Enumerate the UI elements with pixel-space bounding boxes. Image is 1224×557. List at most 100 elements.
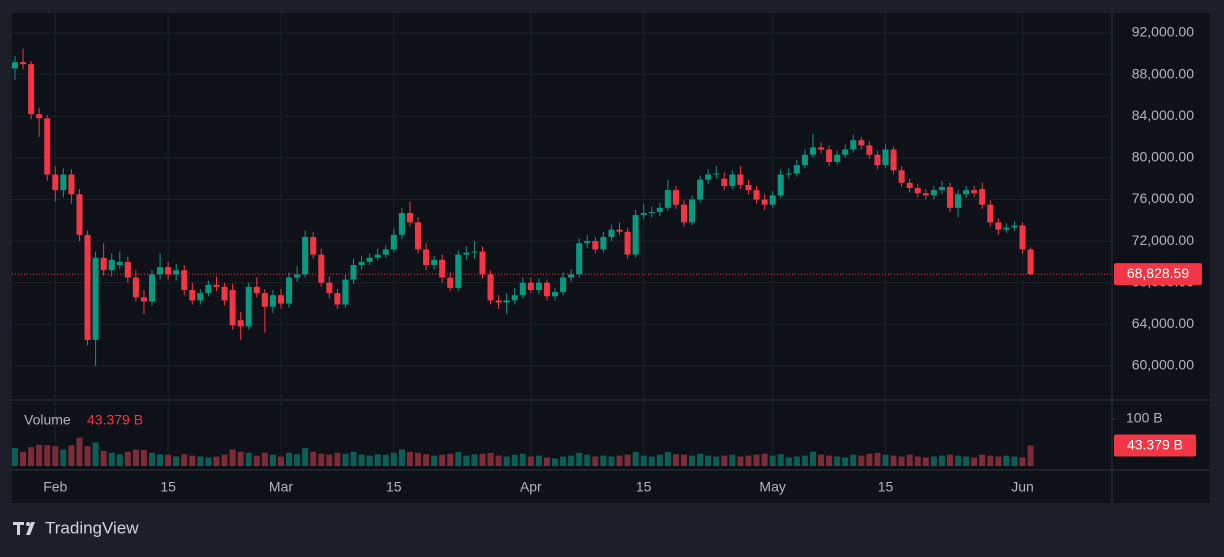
volume-bar: [745, 455, 752, 466]
volume-bar: [471, 454, 478, 466]
candle-body: [979, 189, 986, 205]
candle-body: [414, 222, 422, 250]
candle-body: [672, 190, 679, 205]
candle-body: [503, 300, 510, 303]
volume-bar: [511, 454, 518, 466]
volume-bar: [36, 444, 43, 466]
candle-body: [197, 293, 204, 301]
candle-body: [560, 277, 567, 293]
volume-bar: [592, 456, 599, 466]
marks: [11, 48, 1112, 466]
volume-bar: [938, 455, 945, 466]
candle-body: [729, 174, 736, 186]
volume-bar: [737, 456, 744, 466]
candle-body: [1011, 225, 1018, 228]
candle-body: [882, 149, 889, 166]
candle-body: [519, 282, 526, 296]
volume-bar: [898, 456, 905, 466]
candle-body: [237, 320, 244, 327]
candle-body: [834, 154, 841, 163]
volume-bar: [979, 454, 986, 466]
volume-bar: [294, 454, 301, 466]
y-tick-label: 92,000.00: [1132, 24, 1194, 40]
volume-bar: [640, 455, 647, 466]
x-tick-label: Jun: [1011, 479, 1034, 495]
candle-body: [366, 257, 373, 262]
candle-body: [608, 229, 615, 237]
volume-bar: [914, 456, 921, 466]
candle-body: [253, 286, 260, 294]
volume-bar: [648, 456, 655, 466]
candle-body: [866, 145, 873, 155]
candle-body: [600, 236, 607, 250]
x-tick-label: 15: [878, 479, 894, 495]
x-tick-label: 15: [160, 479, 176, 495]
volume-bar: [543, 457, 550, 466]
volume-bar: [971, 457, 978, 466]
volume-bar: [761, 453, 768, 466]
volume-bar: [906, 454, 913, 466]
candle-body: [439, 259, 446, 278]
volume-bar: [882, 454, 889, 466]
candle-body: [648, 211, 655, 214]
volume-bar: [487, 452, 494, 466]
candle-body: [656, 207, 663, 212]
volume-bar: [76, 437, 83, 466]
candle-body: [423, 249, 430, 266]
y-tick-label: 76,000.00: [1132, 190, 1194, 206]
volume-bar: [793, 456, 800, 466]
volume-bar: [318, 453, 325, 466]
volume-tick-label: 100 B: [1126, 410, 1163, 426]
volume-bar: [705, 455, 712, 466]
candle-body: [84, 234, 91, 340]
candle-body: [390, 234, 397, 250]
volume-bar: [124, 451, 131, 466]
volume-bar: [495, 455, 502, 466]
volume-bar: [568, 455, 575, 466]
last-price-label: 68,828.59: [1127, 265, 1189, 281]
volume-bar: [326, 454, 333, 466]
volume-bar: [552, 458, 559, 466]
volume-legend-name: Volume: [24, 412, 71, 428]
volume-bar: [616, 455, 623, 466]
volume-bar: [213, 456, 220, 466]
volume-bar: [398, 449, 405, 466]
logo-mark: [13, 522, 24, 535]
volume-bar: [632, 451, 639, 466]
x-tick-label: Feb: [43, 479, 67, 495]
volume-bar: [535, 455, 542, 466]
x-tick-label: 15: [386, 479, 402, 495]
volume-bar: [721, 455, 728, 466]
volume-bar: [1019, 457, 1026, 466]
volume-bar: [922, 457, 929, 466]
candle-body: [447, 277, 454, 288]
volume-bar: [11, 448, 19, 466]
volume-bar: [519, 453, 526, 466]
candle-body: [761, 199, 768, 205]
volume-bar: [261, 452, 268, 466]
candle-body: [898, 170, 905, 183]
volume-bar: [100, 450, 107, 466]
candle-body: [52, 174, 59, 191]
candle-body: [777, 174, 784, 196]
volume-bar: [406, 451, 413, 466]
volume-bar: [576, 452, 583, 466]
candle-body: [431, 259, 438, 266]
volume-bar: [390, 452, 397, 466]
volume-bar: [527, 456, 534, 466]
candle-body: [689, 199, 696, 223]
candle-body: [850, 140, 857, 150]
volume-bar: [608, 456, 615, 466]
candle-body: [60, 174, 67, 191]
volume-bar: [60, 449, 67, 466]
y-tick-label: 80,000.00: [1132, 149, 1194, 165]
volume-bar: [140, 449, 147, 466]
candle-body: [713, 173, 720, 175]
volume-bar: [269, 454, 276, 466]
volume-bar: [1027, 445, 1034, 466]
volume-badge-label: 43.379 B: [1127, 436, 1183, 452]
volume-bar: [286, 452, 293, 466]
volume-bar: [560, 456, 567, 466]
brand-name: TradingView: [45, 518, 139, 537]
